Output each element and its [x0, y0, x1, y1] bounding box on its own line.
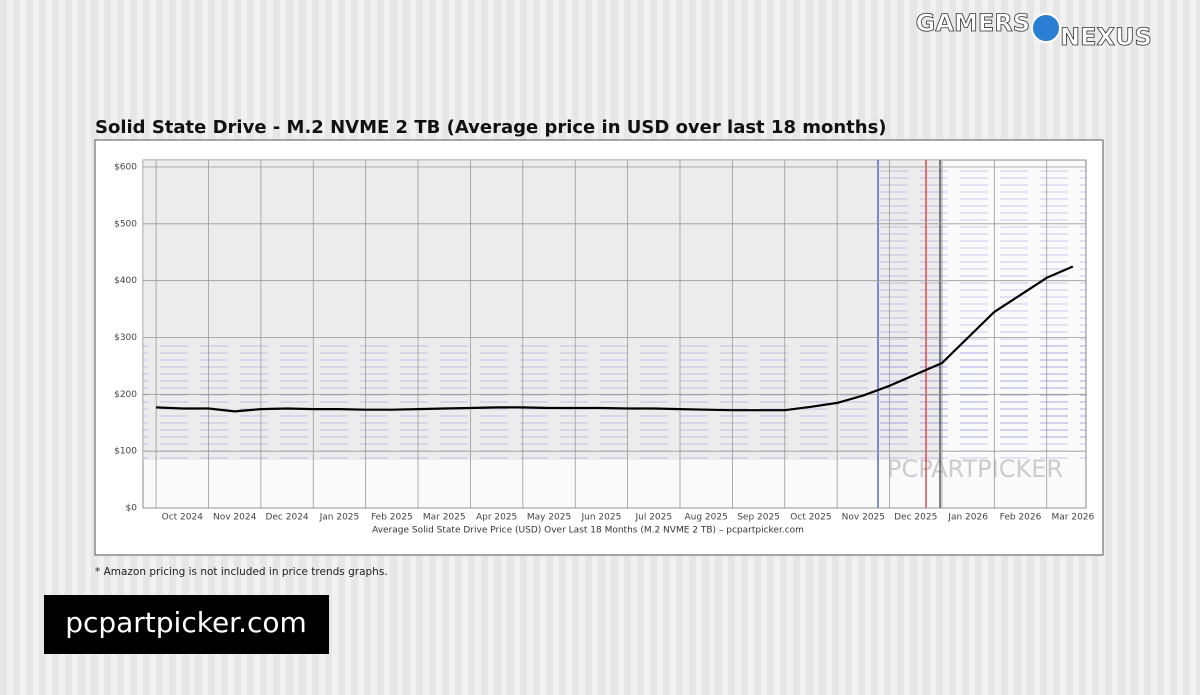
- y-tick-label: $200: [114, 390, 137, 400]
- x-tick-label: Feb 2025: [371, 513, 413, 523]
- logo-icon: [1031, 13, 1061, 43]
- source-badge: pcpartpicker.com: [65, 606, 307, 639]
- y-tick-label: $100: [114, 447, 137, 457]
- x-tick-label: Nov 2024: [213, 513, 257, 523]
- x-tick-label: Feb 2026: [1000, 513, 1042, 523]
- x-tick-label: Dec 2024: [265, 513, 308, 523]
- x-tick-label: Jan 2026: [947, 513, 988, 523]
- x-tick-label: Jun 2025: [580, 513, 621, 523]
- x-tick-label: Mar 2026: [1052, 513, 1095, 523]
- logo-right: NEXUS: [1060, 23, 1152, 51]
- x-tick-label: Aug 2025: [685, 513, 728, 523]
- listing-prices: [880, 170, 1086, 440]
- y-tick-label: $500: [114, 219, 137, 229]
- price-line: [156, 265, 1074, 413]
- x-tick-label: Jul 2025: [634, 513, 672, 523]
- source-badge-bg: [44, 595, 329, 654]
- x-tick-label: Dec 2025: [894, 513, 937, 523]
- x-axis-label: Average Solid State Drive Price (USD) Ov…: [372, 526, 804, 536]
- x-tick-label: Jan 2025: [319, 513, 360, 523]
- chart: $0 $100 $200 $300 $400 $500 $600 Oct 2024 Nov 20…: [114, 160, 1095, 523]
- y-tick-label: $0: [126, 504, 138, 514]
- x-tick-label: May 2025: [527, 513, 571, 523]
- x-tick-label: Oct 2025: [790, 513, 831, 523]
- y-tick-label: $600: [114, 163, 137, 173]
- watermark: PCPARTPICKER: [887, 455, 1063, 483]
- x-tick-label: Sep 2025: [737, 513, 780, 523]
- y-tick-label: $400: [114, 276, 137, 286]
- logo-left: GAMERS: [916, 9, 1030, 37]
- y-tick-label: $300: [114, 333, 137, 343]
- x-tick-label: Oct 2024: [162, 513, 204, 523]
- x-tick-label: Apr 2025: [476, 513, 517, 523]
- footnote: * Amazon pricing is not included in pric…: [95, 566, 388, 578]
- x-tick-label: Mar 2025: [423, 513, 466, 523]
- chart-title: Solid State Drive - M.2 NVME 2 TB (Avera…: [95, 117, 887, 138]
- x-tick-label: Nov 2025: [842, 513, 885, 523]
